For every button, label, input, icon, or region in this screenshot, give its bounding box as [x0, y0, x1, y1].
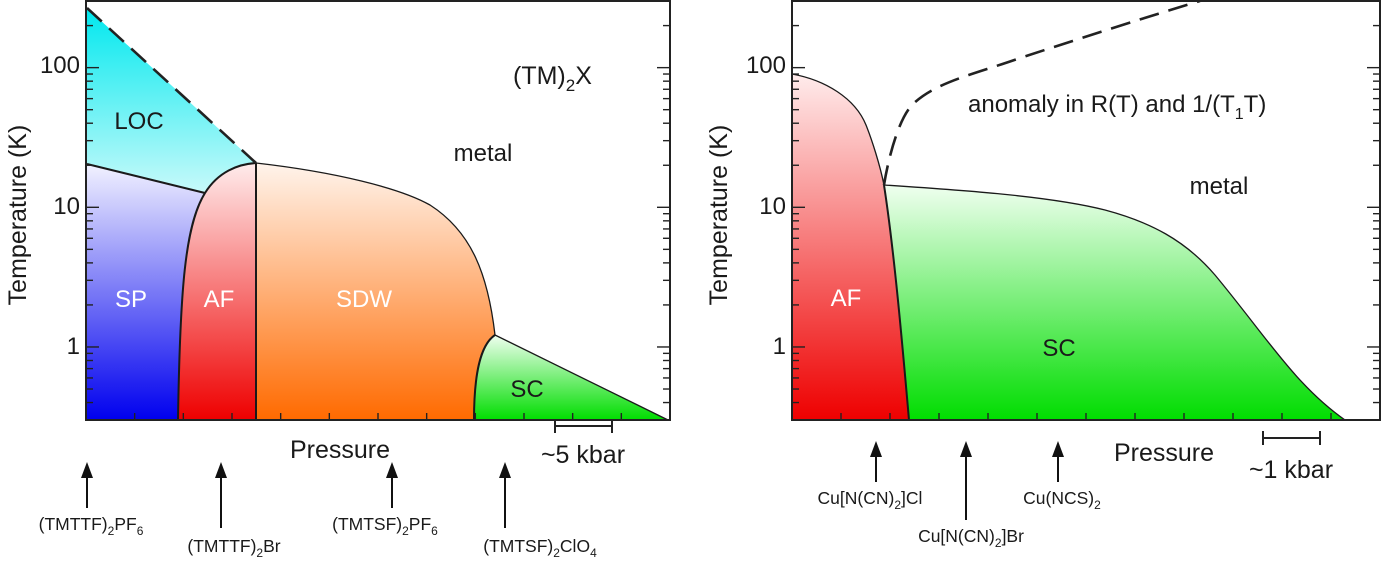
- chart-title: (TM)2X: [513, 62, 592, 95]
- scale-bar-left: [554, 419, 613, 433]
- anomaly-dashed-line: [882, 0, 1201, 186]
- y-axis-label-left: Temperature (K): [4, 125, 32, 306]
- x-axis-label-left: Pressure: [290, 436, 390, 464]
- compound-arrow-tmtsf2clo4: [499, 462, 511, 528]
- boundary-af-metal-right: [791, 73, 885, 186]
- scale-bar-right: [1262, 431, 1321, 445]
- phase-region-af: [178, 163, 256, 420]
- phase-label-metal: metal: [454, 140, 513, 167]
- compound-arrow-tmtsf2pf6: [386, 462, 398, 508]
- phase-region-sp: [87, 164, 205, 420]
- y-tick-label-10-right: 10: [759, 193, 786, 220]
- phase-label-sp: SP: [115, 286, 147, 313]
- compound-arrow-tmttf2pf6: [81, 462, 93, 508]
- anomaly-annotation: anomaly in R(T) and 1/(T1T): [968, 91, 1266, 123]
- y-axis-ticks-left: [86, 0, 670, 421]
- phase-label-metal-right: metal: [1190, 173, 1249, 200]
- compound-label-tmttf2pf6: (TMTTF)2PF6: [39, 514, 144, 538]
- compound-label-tmtsf2pf6: (TMTSF)2PF6: [332, 514, 438, 538]
- compound-arrow-cu-n-cn2-br: [960, 441, 972, 520]
- compound-label-tmttf2br: (TMTTF)2Br: [187, 536, 280, 560]
- boundary-sp-af: [177, 162, 257, 421]
- scale-bar-label-left: ~5 kbar: [541, 441, 625, 469]
- phase-region-sc: [474, 335, 668, 420]
- phase-label-loc: LOC: [114, 108, 163, 135]
- boundary-af-sc-right: [883, 184, 910, 421]
- y-tick-label-100-right: 100: [746, 52, 786, 79]
- boundary-sdw-metal: [255, 162, 496, 336]
- compound-arrow-cu-n-cn2-cl: [870, 441, 882, 482]
- y-axis-ticks-right: [792, 0, 1380, 421]
- y-tick-label-10: 10: [53, 193, 80, 220]
- x-axis-label-right: Pressure: [1114, 439, 1214, 467]
- compound-label-tmtsf2clo4: (TMTSF)2ClO4: [483, 536, 597, 560]
- compound-arrow-tmttf2br: [215, 462, 227, 528]
- y-axis-label-right: Temperature (K): [705, 125, 733, 306]
- compound-label-cu-ncs2: Cu(NCS)2: [1023, 488, 1101, 512]
- phase-label-sdw: SDW: [336, 286, 392, 313]
- boundary-sc-metal: [494, 334, 669, 421]
- compound-label-cu-n-cn2-cl: Cu[N(CN)2]Cl: [818, 488, 923, 512]
- phase-label-af-right: AF: [831, 285, 862, 312]
- scale-bar-label-right: ~1 kbar: [1249, 456, 1333, 484]
- phase-region-loc: [87, 8, 256, 193]
- left-panel: 100 10 1 Temperature (K) (TM)2X LOC SP A…: [4, 0, 671, 560]
- boundary-sdw-sc: [473, 334, 496, 421]
- right-panel: 100 10 1 Temperature (K) anomaly in R(T)…: [705, 0, 1381, 550]
- phase-label-af: AF: [204, 286, 235, 313]
- boundary-sc-metal-right: [883, 184, 1346, 421]
- compound-arrow-cu-ncs2: [1052, 441, 1064, 482]
- boundary-loc-sp: [86, 163, 206, 194]
- phase-label-sc: SC: [510, 376, 543, 403]
- compound-label-cu-n-cn2-br: Cu[N(CN)2]Br: [918, 526, 1024, 550]
- crossover-dashed-line: [86, 7, 257, 164]
- phase-region-sdw: [256, 163, 495, 420]
- phase-region-sc-right: [884, 185, 1345, 420]
- phase-label-sc-right: SC: [1042, 335, 1075, 362]
- phase-region-af-right: [792, 74, 909, 420]
- y-tick-label-100: 100: [40, 52, 80, 79]
- y-tick-label-1: 1: [67, 333, 80, 360]
- y-tick-label-1-right: 1: [773, 333, 786, 360]
